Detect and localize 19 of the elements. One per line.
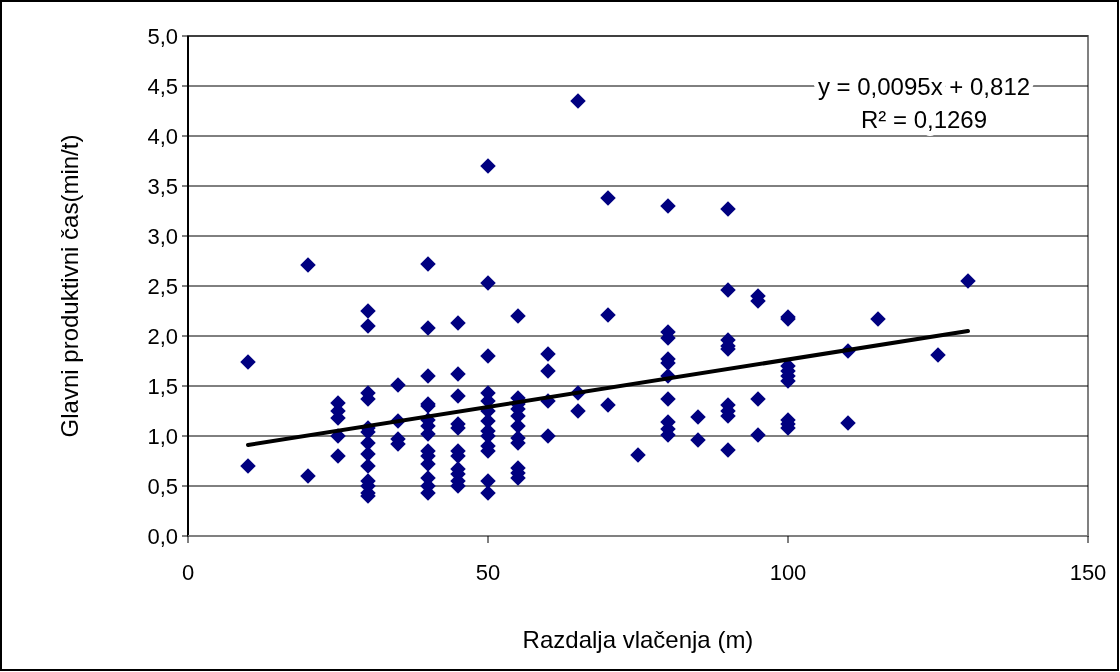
y-tick-label: 5,0 <box>147 23 178 49</box>
y-tick-label: 4,0 <box>147 123 178 149</box>
annotation: R² = 0,1269 <box>860 106 988 133</box>
x-tick-label: 0 <box>181 560 195 585</box>
y-tick-label: 2,5 <box>147 273 178 299</box>
annotation: y = 0,0095x + 0,812 <box>817 73 1031 100</box>
y-tick-label: 1,0 <box>147 423 178 449</box>
y-tick-label: 1,5 <box>147 373 178 399</box>
y-tick-label: 0,0 <box>147 523 178 549</box>
y-tick-label: 0,5 <box>147 473 178 499</box>
x-tick-label: 100 <box>769 560 807 585</box>
x-axis-title: Razdalja vlačenja (m) <box>522 626 754 653</box>
y-axis-title: Glavni produktivni čas(min/t) <box>56 134 83 438</box>
y-tick-label: 3,5 <box>147 173 178 199</box>
y-tick-label: 2,0 <box>147 323 178 349</box>
y-tick-label: 4,5 <box>147 73 178 99</box>
x-tick-label: 150 <box>1069 560 1107 585</box>
x-tick-label: 50 <box>475 560 501 585</box>
y-tick-label: 3,0 <box>147 223 178 249</box>
